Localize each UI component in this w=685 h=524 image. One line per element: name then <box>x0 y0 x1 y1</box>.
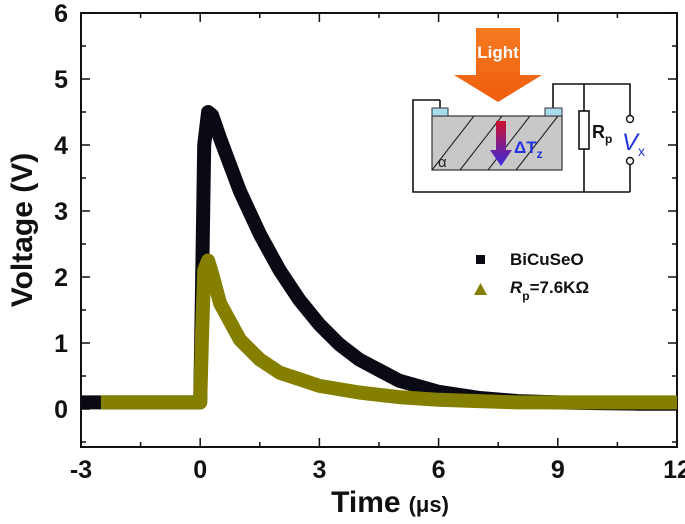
y-tick-label: 5 <box>54 66 68 94</box>
electrode-left <box>431 107 449 117</box>
axis-ticks <box>80 12 678 447</box>
x-tick-label: 0 <box>193 456 207 484</box>
y-tick-label: 4 <box>54 132 68 160</box>
terminal-top-icon <box>625 114 635 124</box>
light-label: Light <box>477 43 519 62</box>
x-tick-label: 9 <box>551 456 565 484</box>
x-tick-label: -3 <box>70 456 92 484</box>
circuit-wire-left <box>412 99 630 193</box>
legend-label-rp: Rp=7.6KΩ <box>510 278 589 303</box>
light-arrow-icon <box>454 28 542 102</box>
electrode-right <box>544 107 563 117</box>
resistor-label: Rp <box>592 122 612 146</box>
y-tick-label: 6 <box>54 0 68 28</box>
x-axis-title: Time (μs) <box>331 486 449 519</box>
x-tick-label: 6 <box>432 456 446 484</box>
series-line-1 <box>81 105 677 411</box>
inset-schematic: Rp Vx α ΔTz Light <box>412 28 645 193</box>
plot-frame <box>80 12 678 448</box>
series-line-2 <box>100 253 677 410</box>
y-tick-label: 2 <box>54 264 68 292</box>
x-tick-label: 3 <box>312 456 326 484</box>
alpha-label: α <box>438 154 447 171</box>
x-tick-label: 12 <box>663 456 685 484</box>
series-layer <box>81 105 677 411</box>
resistor-icon <box>578 110 590 150</box>
substrate-hatching <box>431 115 559 171</box>
voltage-label: Vx <box>622 129 645 159</box>
y-tick-label: 3 <box>54 198 68 226</box>
circuit-wire-right <box>552 83 631 118</box>
y-tick-label: 0 <box>54 396 68 424</box>
legend: BiCuSeO Rp=7.6KΩ <box>474 250 589 303</box>
terminal-bottom-icon <box>625 156 635 166</box>
x-axis-title-main: Time <box>331 486 400 519</box>
x-axis-title-unit: (μs) <box>409 492 449 517</box>
legend-triangle-marker-icon <box>474 283 487 295</box>
legend-label-bicuseo: BiCuSeO <box>510 250 584 269</box>
delta-t-label: ΔTz <box>514 138 543 161</box>
temperature-gradient-arrow-icon <box>490 121 512 166</box>
y-tick-label: 1 <box>54 330 68 358</box>
y-axis-title: Voltage (V) <box>6 153 39 307</box>
legend-square-marker-icon <box>476 255 485 264</box>
